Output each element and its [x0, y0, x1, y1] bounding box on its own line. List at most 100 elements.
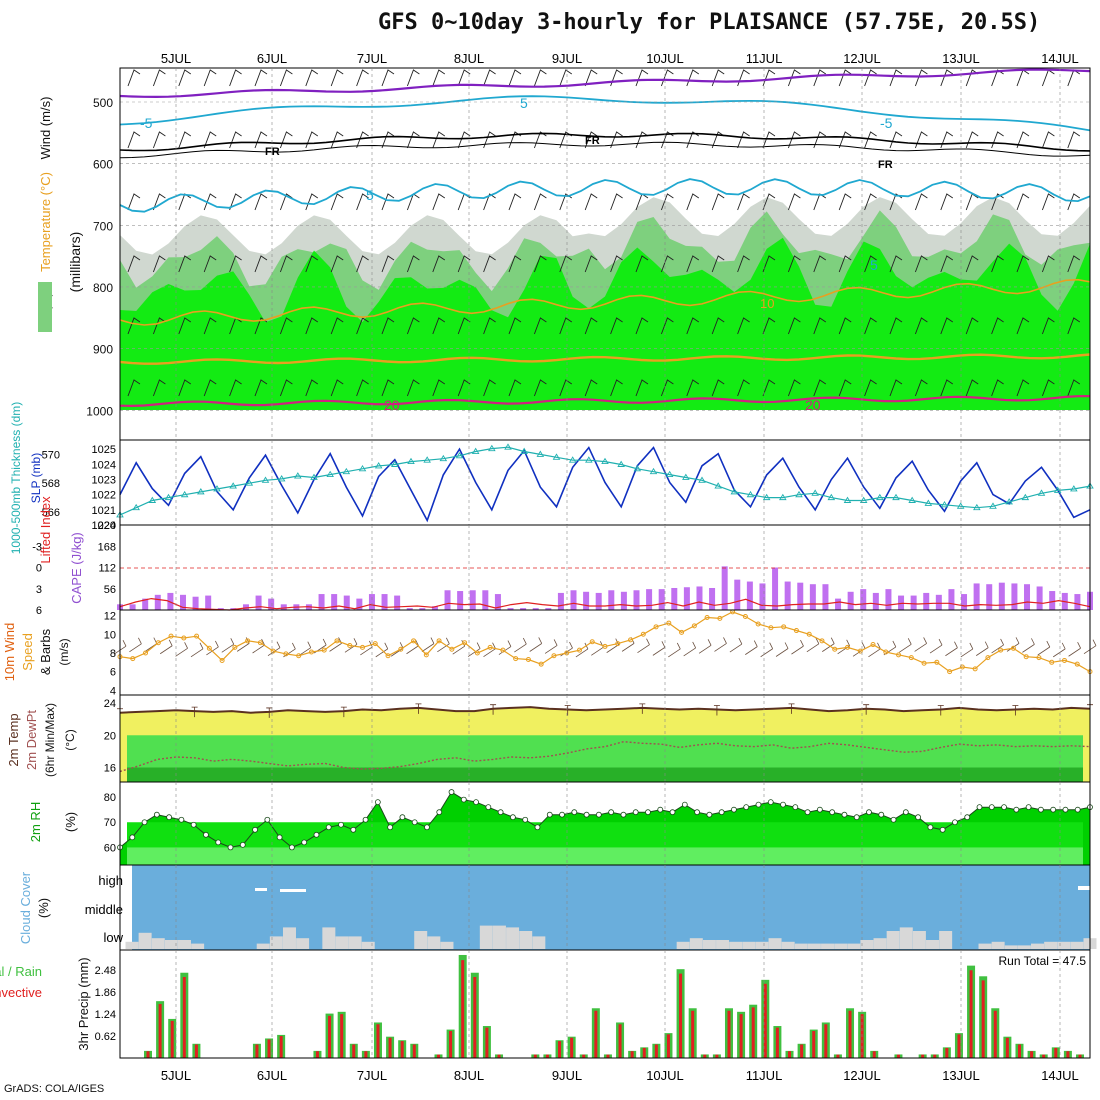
rh2m-marker	[1001, 804, 1007, 811]
cape-bar	[242, 604, 249, 610]
ylabel-millibars: (millibars)	[67, 232, 83, 293]
cape-bar	[331, 594, 338, 610]
cape-bar	[406, 608, 413, 610]
low-cloud-bar	[873, 938, 887, 949]
ytick-slp: 1020	[92, 520, 116, 532]
thickness-marker	[164, 493, 173, 501]
surface-wind-barb	[791, 639, 804, 655]
precip-conv-bar	[836, 1054, 840, 1058]
rh2m-marker	[387, 824, 394, 831]
precip-conv-bar	[315, 1051, 319, 1058]
wind-barb	[864, 317, 877, 335]
rh2m-marker	[522, 816, 529, 823]
precip-conv-bar	[691, 1010, 695, 1058]
wind-speed-marker	[1061, 657, 1067, 663]
cape-bar	[734, 579, 741, 610]
surface-wind-barb	[544, 639, 558, 654]
wind-speed-marker	[998, 647, 1004, 653]
rh2m-marker	[399, 814, 406, 821]
wind-barb	[203, 255, 217, 273]
wind-barb	[127, 379, 141, 397]
precip-conv-bar	[1078, 1054, 1082, 1058]
precip-conv-bar	[763, 983, 767, 1058]
rh2m-marker	[227, 844, 234, 851]
wind-barb	[229, 255, 242, 273]
wind-barb	[178, 69, 192, 87]
precip-conv-bar	[993, 1010, 997, 1058]
wind-barb	[584, 131, 598, 149]
thickness-marker	[924, 499, 933, 506]
ylabel-dewpt: 2m DewPt	[24, 710, 39, 770]
surface-wind-barb	[1068, 642, 1081, 657]
precip-conv-bar	[751, 1007, 755, 1058]
low-cloud-bar	[125, 941, 139, 949]
rh2m-marker	[239, 841, 246, 848]
wind-barb	[127, 255, 141, 273]
rh2m-marker	[743, 804, 750, 811]
wind-speed-marker	[870, 642, 876, 648]
wind-barb	[686, 255, 700, 273]
surface-wind-barb	[960, 642, 974, 658]
cape-bar	[885, 589, 892, 610]
wind-barb	[813, 317, 827, 335]
wind-barb	[508, 69, 522, 87]
cape-bar	[809, 584, 816, 610]
wind-speed-marker	[283, 651, 289, 657]
low-cloud-bar	[939, 931, 953, 949]
cape-bar	[860, 589, 867, 610]
rh2m-marker	[424, 824, 430, 831]
ytick-rh: 80	[104, 792, 116, 804]
wind-barb	[533, 317, 547, 335]
run-total-label: Run Total = 47.5	[998, 954, 1086, 968]
surface-wind-barb	[899, 638, 912, 653]
wind-speed-marker	[602, 643, 608, 649]
xtick-top: 5JUL	[161, 51, 191, 66]
wind-speed-marker	[691, 623, 697, 629]
wind-barb	[610, 193, 623, 211]
rh-legend-swatch	[38, 282, 52, 332]
low-cloud-bar	[834, 943, 848, 949]
high-cloud-bar	[1078, 886, 1090, 890]
precip-conv-bar	[146, 1051, 150, 1058]
ylabel-cloud-units: (%)	[36, 898, 51, 918]
ytick-temp: 16	[104, 763, 116, 775]
wind-barb	[406, 69, 420, 87]
low-cloud-bar	[742, 941, 756, 949]
rh2m-marker	[448, 789, 455, 795]
ytick-cape: 168	[98, 541, 116, 553]
cape-bar	[280, 604, 287, 610]
surface-wind-barb	[175, 642, 188, 657]
xtick-bottom: 10JUL	[646, 1068, 684, 1083]
precip-conv-bar	[1042, 1054, 1046, 1058]
low-cloud-bar	[440, 941, 454, 949]
ytick-rh: 60	[104, 842, 116, 854]
rh2m-marker	[927, 824, 934, 831]
rh2m-marker	[338, 821, 344, 828]
low-cloud-bar	[1004, 945, 1018, 949]
cape-bar	[797, 582, 804, 610]
wind-barb	[584, 379, 598, 397]
precip-conv-bar	[703, 1054, 707, 1058]
cape-bar	[595, 592, 602, 610]
cape-bar	[721, 566, 728, 610]
thickness-marker	[811, 489, 819, 496]
ytick-precip: 1.86	[95, 987, 116, 999]
wind-barb	[406, 317, 420, 335]
thickness-marker	[132, 503, 140, 511]
temp-line	[119, 706, 1091, 714]
contour-label-20: 20	[384, 397, 400, 413]
wind-barb	[940, 317, 954, 335]
ylabel-wind-units: (m/s)	[57, 638, 71, 665]
wind-barb	[864, 379, 877, 397]
wind-speed-marker	[1074, 661, 1080, 667]
wind-barb	[635, 255, 649, 273]
wind-barb	[432, 69, 446, 87]
rh2m-marker	[497, 809, 504, 816]
low-cloud-bar	[860, 940, 874, 949]
xtick-bottom: 8JUL	[454, 1068, 484, 1083]
wind-barb	[559, 193, 573, 211]
wind-barb	[813, 379, 827, 397]
isotherm-10	[119, 278, 1091, 326]
temp-minmax-bar	[937, 705, 944, 716]
wind-barb	[1067, 317, 1081, 335]
